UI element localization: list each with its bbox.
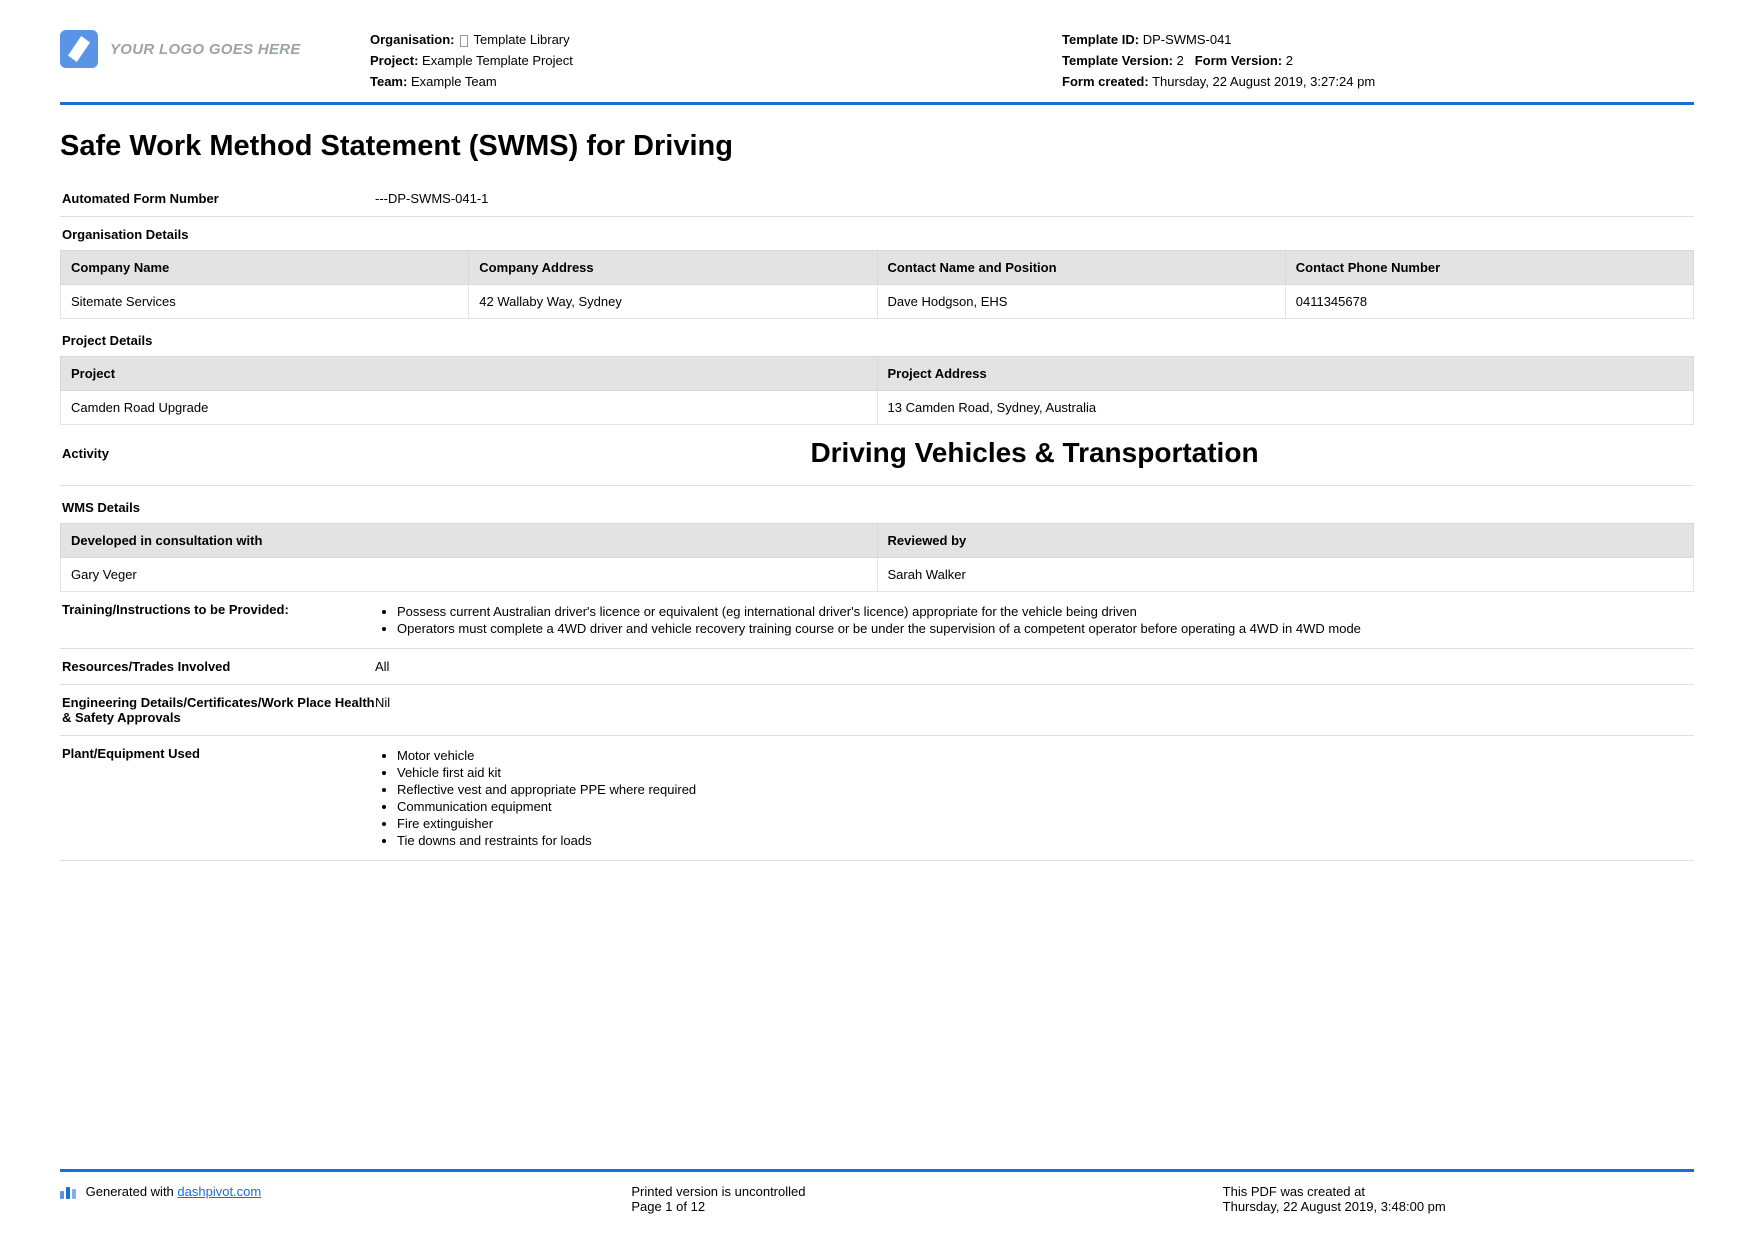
logo-placeholder-text: YOUR LOGO GOES HERE <box>110 41 301 58</box>
resources-label: Resources/Trades Involved <box>60 659 375 674</box>
list-item: Tie downs and restraints for loads <box>397 833 1694 848</box>
plant-value: Motor vehicle Vehicle first aid kit Reflec… <box>375 746 1694 850</box>
resources-value: All <box>375 659 1694 674</box>
footer-created-value: Thursday, 22 August 2019, 3:48:00 pm <box>1223 1199 1694 1214</box>
footer: Generated with dashpivot.com Printed ver… <box>60 1169 1694 1214</box>
org-col-contact: Contact Name and Position <box>877 251 1285 285</box>
header-meta-left: Organisation: Template Library Project: … <box>370 30 1002 92</box>
plant-row: Plant/Equipment Used Motor vehicle Vehicl… <box>60 736 1694 861</box>
org-details-table: Company Name Company Address Contact Nam… <box>60 250 1694 319</box>
list-item: Operators must complete a 4WD driver and… <box>397 621 1694 636</box>
form-number-value: ---DP-SWMS-041-1 <box>375 191 1694 206</box>
table-row: Gary Veger Sarah Walker <box>61 558 1694 592</box>
list-item: Communication equipment <box>397 799 1694 814</box>
org-company: Sitemate Services <box>61 285 469 319</box>
project-label: Project: <box>370 53 418 68</box>
org-col-address: Company Address <box>469 251 877 285</box>
template-version-value: 2 <box>1177 53 1184 68</box>
proj-col-project: Project <box>61 357 878 391</box>
wms-details-table: Developed in consultation with Reviewed … <box>60 523 1694 592</box>
header-meta-right: Template ID: DP-SWMS-041 Template Versio… <box>1062 30 1694 92</box>
organisation-value: Template Library <box>474 32 570 47</box>
wms-details-title: WMS Details <box>60 486 1694 523</box>
table-row: Camden Road Upgrade 13 Camden Road, Sydn… <box>61 391 1694 425</box>
project-details-table: Project Project Address Camden Road Upgr… <box>60 356 1694 425</box>
footer-created-label: This PDF was created at <box>1223 1184 1694 1199</box>
logo-block: YOUR LOGO GOES HERE <box>60 30 370 68</box>
engineering-label: Engineering Details/Certificates/Work Pl… <box>60 695 375 725</box>
list-item: Fire extinguisher <box>397 816 1694 831</box>
training-list: Possess current Australian driver's lice… <box>375 604 1694 636</box>
footer-right: This PDF was created at Thursday, 22 Aug… <box>1103 1184 1694 1214</box>
footer-uncontrolled: Printed version is uncontrolled <box>631 1184 1102 1199</box>
proj-project: Camden Road Upgrade <box>61 391 878 425</box>
template-id-value: DP-SWMS-041 <box>1143 32 1232 47</box>
engineering-row: Engineering Details/Certificates/Work Pl… <box>60 685 1694 736</box>
training-label: Training/Instructions to be Provided: <box>60 602 375 638</box>
dashpivot-link[interactable]: dashpivot.com <box>177 1184 261 1199</box>
footer-center: Printed version is uncontrolled Page 1 o… <box>531 1184 1102 1214</box>
table-row: Sitemate Services 42 Wallaby Way, Sydney… <box>61 285 1694 319</box>
template-version-label: Template Version: <box>1062 53 1173 68</box>
form-created-value: Thursday, 22 August 2019, 3:27:24 pm <box>1152 74 1375 89</box>
team-value: Example Team <box>411 74 497 89</box>
activity-value: Driving Vehicles & Transportation <box>375 437 1694 469</box>
wms-reviewed: Sarah Walker <box>877 558 1694 592</box>
wms-developed: Gary Veger <box>61 558 878 592</box>
plant-label: Plant/Equipment Used <box>60 746 375 850</box>
project-details-title: Project Details <box>60 319 1694 356</box>
page-title: Safe Work Method Statement (SWMS) for Dr… <box>60 130 1694 163</box>
footer-left: Generated with dashpivot.com <box>60 1184 531 1214</box>
proj-col-address: Project Address <box>877 357 1694 391</box>
folder-icon <box>460 35 468 47</box>
training-value: Possess current Australian driver's lice… <box>375 602 1694 638</box>
list-item: Reflective vest and appropriate PPE wher… <box>397 782 1694 797</box>
org-contact: Dave Hodgson, EHS <box>877 285 1285 319</box>
list-item: Possess current Australian driver's lice… <box>397 604 1694 619</box>
footer-generated-prefix: Generated with <box>86 1184 178 1199</box>
activity-label: Activity <box>60 446 375 461</box>
org-details-title: Organisation Details <box>60 217 1694 250</box>
training-row: Training/Instructions to be Provided: Po… <box>60 592 1694 649</box>
document-page: YOUR LOGO GOES HERE Organisation: Templa… <box>0 0 1754 1239</box>
wms-col-reviewed: Reviewed by <box>877 524 1694 558</box>
list-item: Motor vehicle <box>397 748 1694 763</box>
engineering-value: Nil <box>375 695 1694 725</box>
proj-address: 13 Camden Road, Sydney, Australia <box>877 391 1694 425</box>
header: YOUR LOGO GOES HERE Organisation: Templa… <box>60 30 1694 105</box>
org-phone: 0411345678 <box>1285 285 1693 319</box>
activity-row: Activity Driving Vehicles & Transportati… <box>60 425 1694 486</box>
footer-page: Page 1 of 12 <box>631 1199 1102 1214</box>
form-version-value: 2 <box>1286 53 1293 68</box>
form-number-row: Automated Form Number ---DP-SWMS-041-1 <box>60 181 1694 217</box>
resources-row: Resources/Trades Involved All <box>60 649 1694 685</box>
project-value: Example Template Project <box>422 53 573 68</box>
organisation-label: Organisation: <box>370 32 455 47</box>
logo-icon <box>60 30 98 68</box>
org-col-company: Company Name <box>61 251 469 285</box>
list-item: Vehicle first aid kit <box>397 765 1694 780</box>
org-address: 42 Wallaby Way, Sydney <box>469 285 877 319</box>
form-version-label: Form Version: <box>1195 53 1282 68</box>
team-label: Team: <box>370 74 407 89</box>
form-created-label: Form created: <box>1062 74 1149 89</box>
plant-list: Motor vehicle Vehicle first aid kit Reflec… <box>375 748 1694 848</box>
template-id-label: Template ID: <box>1062 32 1139 47</box>
wms-col-developed: Developed in consultation with <box>61 524 878 558</box>
org-col-phone: Contact Phone Number <box>1285 251 1693 285</box>
form-number-label: Automated Form Number <box>60 191 375 206</box>
dashpivot-icon <box>60 1187 76 1199</box>
